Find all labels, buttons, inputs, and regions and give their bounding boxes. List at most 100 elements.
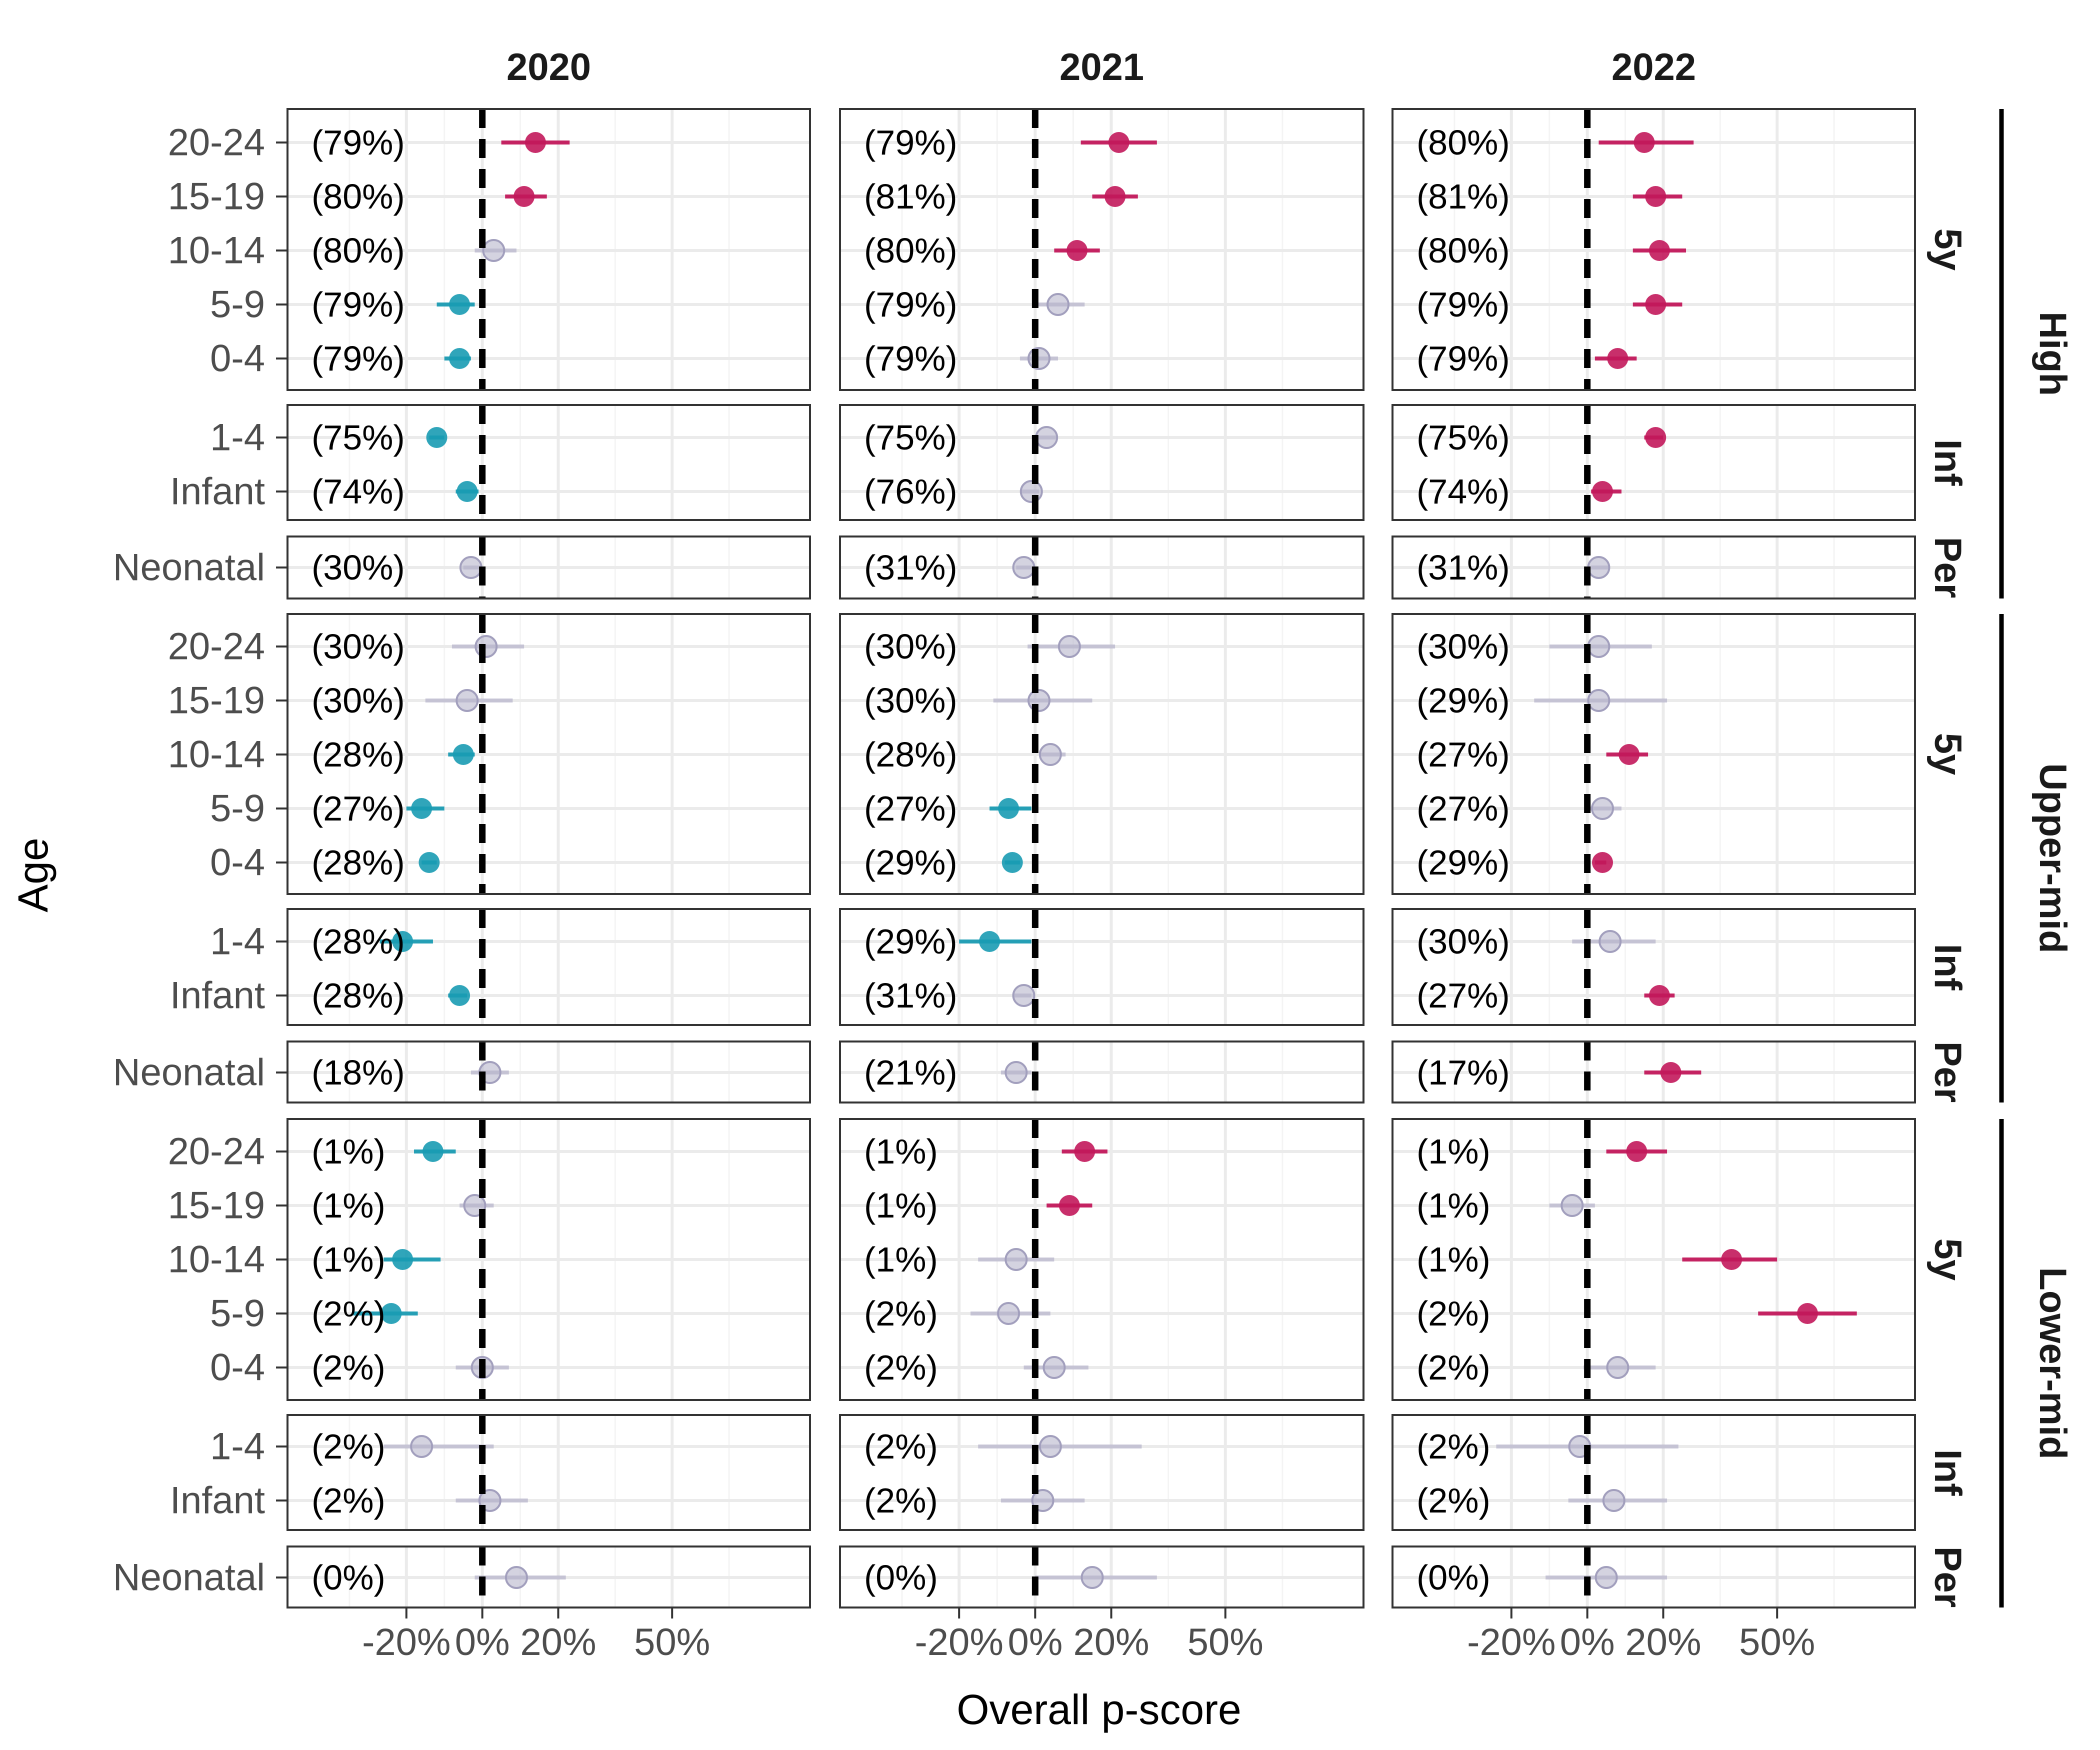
coverage-label: (29%) — [1416, 681, 1510, 720]
subgroup-label-inf: Inf — [1926, 440, 1969, 486]
y-tick-label: 0-4 — [210, 338, 265, 380]
coverage-label: (2%) — [1416, 1481, 1490, 1520]
y-tick-label: 20-24 — [168, 122, 265, 164]
point-estimate-high-2020-15-19 — [514, 186, 535, 207]
coverage-label: (81%) — [1416, 177, 1510, 216]
coverage-label: (79%) — [1416, 339, 1510, 378]
coverage-label: (1%) — [312, 1186, 386, 1225]
panel-border — [839, 1414, 1364, 1531]
coverage-label: (30%) — [312, 627, 405, 666]
coverage-label: (79%) — [864, 285, 958, 324]
point-estimate-lower-mid-2022-20-24 — [1626, 1141, 1648, 1162]
point-estimate-high-2022-5-9 — [1645, 294, 1666, 315]
point-estimate-high-2022-1-4 — [1645, 427, 1666, 448]
point-estimate-upper-mid-2022-neonatal — [1660, 1062, 1682, 1083]
panel-border — [1392, 1414, 1916, 1531]
point-estimate-lower-mid-2022-15-19 — [1560, 1194, 1584, 1217]
column-title-2021: 2021 — [1060, 46, 1144, 88]
income-group-label-high: High — [2032, 312, 2074, 396]
point-estimate-upper-mid-2021-20-24 — [1058, 635, 1081, 658]
panel-border — [1392, 536, 1916, 600]
y-tick-label: Infant — [170, 974, 265, 1017]
y-tick-label: 0-4 — [210, 842, 265, 884]
point-estimate-lower-mid-2021-0-4 — [1042, 1356, 1066, 1379]
point-estimate-lower-mid-2022-10-14 — [1721, 1249, 1742, 1270]
point-estimate-high-2020-10-14 — [482, 239, 506, 262]
coverage-label: (81%) — [864, 177, 958, 216]
point-estimate-high-2021-15-19 — [1104, 186, 1126, 207]
coverage-label: (79%) — [312, 339, 405, 378]
coverage-label: (79%) — [864, 123, 958, 162]
coverage-label: (80%) — [312, 177, 405, 216]
point-estimate-high-2022-0-4 — [1607, 348, 1628, 369]
point-estimate-lower-mid-2021-15-19 — [1058, 1195, 1080, 1216]
coverage-label: (80%) — [312, 231, 405, 270]
point-estimate-lower-mid-2021-10-14 — [1004, 1248, 1028, 1271]
y-tick-label: Neonatal — [113, 1052, 265, 1094]
point-estimate-lower-mid-2021-20-24 — [1074, 1141, 1096, 1162]
point-estimate-lower-mid-2022-neonatal — [1594, 1566, 1618, 1589]
coverage-label: (75%) — [1416, 418, 1510, 457]
panel-border — [1392, 404, 1916, 521]
coverage-label: (2%) — [1416, 1427, 1490, 1466]
point-estimate-upper-mid-2022-5-9 — [1591, 797, 1614, 820]
x-tick-label: 20% — [520, 1621, 596, 1664]
point-estimate-lower-mid-2022-infant — [1602, 1489, 1626, 1512]
point-estimate-upper-mid-2021-0-4 — [1002, 852, 1023, 873]
y-tick-label: 5-9 — [210, 788, 265, 830]
income-group-label-upper-mid: Upper-mid — [2032, 764, 2074, 954]
point-estimate-high-2020-5-9 — [449, 294, 470, 315]
y-tick-label: 15-19 — [168, 680, 265, 722]
x-tick-label: 20% — [1073, 1621, 1149, 1664]
point-estimate-upper-mid-2022-10-14 — [1618, 744, 1640, 765]
point-estimate-high-2022-infant — [1592, 481, 1614, 502]
coverage-label: (29%) — [864, 843, 958, 882]
coverage-label: (80%) — [1416, 123, 1510, 162]
x-tick-label: 20% — [1625, 1621, 1701, 1664]
point-estimate-high-2020-infant — [456, 481, 478, 502]
point-estimate-upper-mid-2020-15-19 — [456, 689, 479, 712]
coverage-label: (1%) — [1416, 1186, 1490, 1225]
coverage-label: (28%) — [312, 843, 405, 882]
coverage-label: (27%) — [1416, 735, 1510, 774]
point-estimate-lower-mid-2020-1-4 — [410, 1435, 434, 1458]
point-estimate-high-2022-10-14 — [1648, 240, 1670, 261]
coverage-label: (27%) — [1416, 976, 1510, 1015]
x-tick-label: 0% — [1008, 1621, 1062, 1664]
point-estimate-upper-mid-2021-1-4 — [979, 931, 1000, 952]
panel-border — [286, 1118, 811, 1401]
y-tick-label: 10-14 — [168, 230, 265, 272]
coverage-label: (80%) — [864, 231, 958, 270]
panel-border — [839, 404, 1364, 521]
point-estimate-high-2021-10-14 — [1066, 240, 1088, 261]
coverage-label: (75%) — [864, 418, 958, 457]
point-estimate-upper-mid-2021-10-14 — [1038, 743, 1062, 766]
y-tick-label: 15-19 — [168, 1184, 265, 1227]
x-tick-label: -20% — [362, 1621, 450, 1664]
y-tick-label: Infant — [170, 470, 265, 513]
point-estimate-lower-mid-2021-neonatal — [1080, 1566, 1104, 1589]
coverage-label: (2%) — [864, 1348, 938, 1387]
point-estimate-high-2021-infant — [1020, 480, 1043, 503]
panel-border — [1392, 1118, 1916, 1401]
panel-border — [839, 908, 1364, 1026]
y-tick-label: 1-4 — [210, 1426, 265, 1468]
coverage-label: (31%) — [1416, 548, 1510, 587]
y-tick-label: 0-4 — [210, 1346, 265, 1389]
subgroup-label-per: Per — [1926, 1546, 1969, 1608]
coverage-label: (0%) — [1416, 1558, 1490, 1597]
panel-border — [839, 1040, 1364, 1104]
subgroup-label-per: Per — [1926, 537, 1969, 598]
y-tick-label: Infant — [170, 1480, 265, 1522]
point-estimate-high-2021-5-9 — [1046, 293, 1070, 316]
coverage-label: (2%) — [312, 1294, 386, 1333]
coverage-label: (30%) — [1416, 627, 1510, 666]
point-estimate-high-2021-0-4 — [1027, 347, 1050, 370]
point-estimate-upper-mid-2020-1-4 — [392, 931, 414, 952]
point-estimate-upper-mid-2021-5-9 — [998, 798, 1020, 819]
panel-border — [1392, 908, 1916, 1026]
point-estimate-lower-mid-2020-5-9 — [380, 1303, 402, 1324]
y-tick-label: 20-24 — [168, 1130, 265, 1173]
coverage-label: (28%) — [864, 735, 958, 774]
